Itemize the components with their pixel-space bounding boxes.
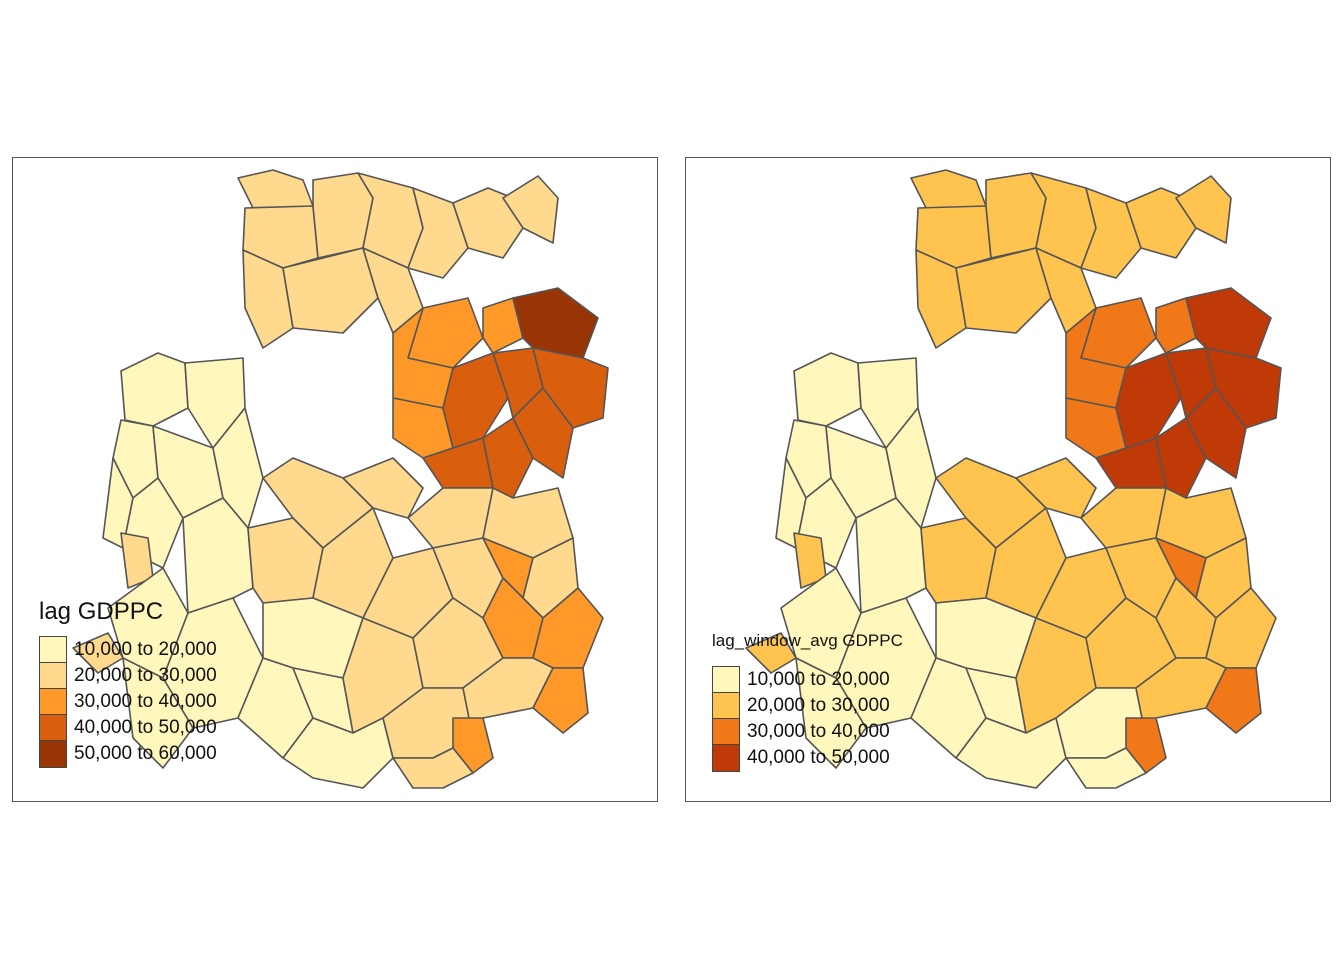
county-region <box>1205 667 1262 734</box>
county-region <box>1175 175 1232 244</box>
map-panel-lag-gdppc: lag GDPPC 10,000 to 20,000 20,000 to 30,… <box>12 157 658 802</box>
county-region <box>532 667 589 734</box>
legend-label: 10,000 to 20,000 <box>747 669 890 690</box>
legend-swatch <box>40 689 66 715</box>
legend-swatch <box>713 667 739 693</box>
legend-label: 20,000 to 30,000 <box>747 695 890 716</box>
legend-item: 30,000 to 40,000 <box>713 719 890 745</box>
legend-right: lag_window_avg GDPPC 10,000 to 20,000 20… <box>712 632 903 772</box>
county-region <box>122 657 194 769</box>
county-region <box>795 657 867 769</box>
county-region <box>1155 297 1197 354</box>
legend-item: 10,000 to 20,000 <box>713 667 890 693</box>
legend-item: 10,000 to 20,000 <box>40 637 217 663</box>
legend-item: 20,000 to 30,000 <box>713 693 890 719</box>
county-region <box>1015 457 1097 519</box>
legend-items: 10,000 to 20,000 20,000 to 30,000 30,000… <box>39 636 217 768</box>
legend-items: 10,000 to 20,000 20,000 to 30,000 30,000… <box>712 666 890 772</box>
county-region <box>482 297 524 354</box>
county-region <box>242 249 294 349</box>
county-region <box>915 249 967 349</box>
legend-item: 50,000 to 60,000 <box>40 741 217 767</box>
legend-label: 20,000 to 30,000 <box>74 665 217 686</box>
county-region <box>342 457 424 519</box>
legend-swatch <box>40 637 66 663</box>
legend-item: 20,000 to 30,000 <box>40 663 217 689</box>
legend-swatch <box>713 719 739 745</box>
legend-title: lag_window_avg GDPPC <box>712 631 903 650</box>
legend-left: lag GDPPC 10,000 to 20,000 20,000 to 30,… <box>39 598 217 768</box>
county-region <box>1155 417 1207 499</box>
county-region <box>955 247 1052 334</box>
county-region <box>482 417 534 499</box>
legend-swatch <box>713 745 739 771</box>
county-region <box>502 175 559 244</box>
county-region <box>1185 387 1247 479</box>
county-region <box>282 717 394 789</box>
legend-label: 30,000 to 40,000 <box>74 691 217 712</box>
map-panel-lag-window-avg-gdppc: lag_window_avg GDPPC 10,000 to 20,000 20… <box>685 157 1331 802</box>
county-region <box>1185 287 1272 359</box>
legend-swatch <box>40 741 66 767</box>
county-region <box>120 352 189 427</box>
legend-label: 50,000 to 60,000 <box>74 743 217 764</box>
choropleth-map-right <box>745 169 1282 789</box>
legend-label: 40,000 to 50,000 <box>747 747 890 768</box>
county-region <box>392 747 474 789</box>
legend-swatch <box>40 715 66 741</box>
legend-label: 10,000 to 20,000 <box>74 639 217 660</box>
county-region <box>512 287 599 359</box>
county-region <box>512 387 574 479</box>
legend-item: 30,000 to 40,000 <box>40 689 217 715</box>
legend-swatch <box>713 693 739 719</box>
county-region <box>212 407 264 529</box>
county-region <box>1065 747 1147 789</box>
legend-item: 40,000 to 50,000 <box>713 745 890 771</box>
legend-label: 40,000 to 50,000 <box>74 717 217 738</box>
county-region <box>282 247 379 334</box>
legend-swatch <box>40 663 66 689</box>
county-region <box>955 717 1067 789</box>
legend-label: 30,000 to 40,000 <box>747 721 890 742</box>
county-region <box>793 352 862 427</box>
legend-title: lag GDPPC <box>39 598 164 625</box>
county-region <box>885 407 937 529</box>
legend-item: 40,000 to 50,000 <box>40 715 217 741</box>
choropleth-map-left <box>72 169 609 789</box>
